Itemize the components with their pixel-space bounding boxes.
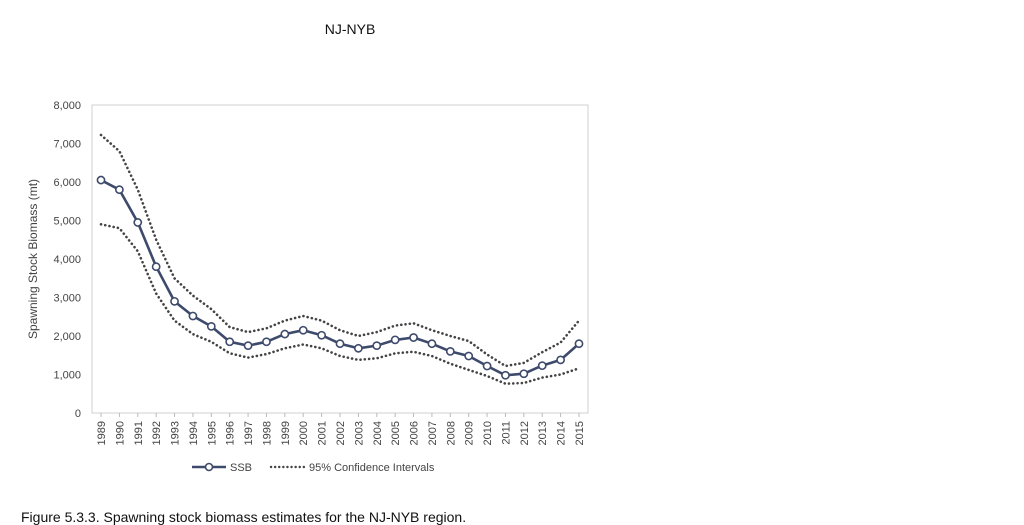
data-point-ssb	[519, 369, 529, 379]
x-tick-label: 2000	[298, 421, 310, 445]
y-tick-label: 0	[75, 408, 81, 420]
x-tick-label: 1993	[170, 421, 182, 445]
y-tick-label: 7,000	[53, 139, 81, 151]
data-point-ssb	[114, 185, 124, 195]
legend-ssb-label: SSB	[230, 462, 252, 474]
x-tick-label: 1997	[243, 421, 255, 445]
y-tick-label: 3,000	[53, 293, 81, 305]
x-tick-label: 1990	[114, 421, 126, 445]
data-point-ssb	[409, 333, 418, 342]
data-point-ssb	[445, 346, 455, 356]
x-tick-label: 2005	[390, 421, 402, 445]
series-layer	[96, 133, 584, 386]
data-point-ssb	[482, 361, 492, 371]
data-point-ssb	[133, 218, 143, 227]
data-point-ssb	[206, 321, 216, 331]
x-tick-label: 2007	[427, 421, 439, 445]
data-point-ssb	[298, 325, 308, 335]
y-axis-title: Spawning Stock Biomass (mt)	[26, 179, 40, 339]
data-point-ssb	[335, 339, 345, 349]
data-point-ssb	[574, 339, 584, 349]
x-tick-label: 2009	[464, 421, 476, 445]
x-tick-label: 1992	[151, 421, 163, 445]
data-point-ssb	[96, 175, 106, 185]
x-tick-label: 2012	[519, 421, 531, 445]
x-tick-label: 1995	[206, 421, 218, 445]
x-tick-label: 1998	[261, 421, 273, 445]
legend-ci-label: 95% Confidence Intervals	[309, 462, 435, 474]
data-point-ssb	[390, 335, 400, 345]
data-point-ssb	[501, 370, 510, 380]
data-point-ssb	[225, 337, 235, 347]
series-line-ci-upper	[99, 133, 581, 368]
x-axis-ticks: 1989 1990 1991 1992 1993 1994 1995 1996 1997 1998…	[96, 413, 586, 445]
legend: SSB 95% Confidence Intervals	[192, 462, 435, 474]
data-point-ssb	[151, 262, 161, 272]
x-tick-label: 2004	[372, 421, 384, 445]
x-tick-label: 2008	[445, 421, 457, 445]
x-tick-label: 2014	[556, 421, 568, 445]
x-tick-label: 1996	[225, 421, 237, 445]
data-point-ssb	[188, 311, 198, 321]
x-tick-label: 2002	[335, 421, 347, 445]
data-point-ssb	[464, 351, 474, 361]
data-point-ssb	[353, 343, 363, 353]
y-tick-label: 4,000	[53, 254, 81, 266]
x-tick-label: 2011	[500, 421, 512, 445]
series-line-ci-lower	[99, 223, 581, 386]
y-tick-label: 5,000	[53, 216, 81, 228]
x-tick-label: 2003	[353, 421, 365, 445]
data-point-ssb	[537, 361, 547, 371]
legend-ssb-marker	[204, 462, 214, 472]
x-tick-label: 1999	[280, 421, 292, 445]
y-tick-label: 2,000	[53, 331, 81, 343]
data-point-ssb	[427, 339, 437, 349]
x-tick-label: 1991	[133, 421, 145, 445]
y-axis-ticks: 0 1,000 2,000 3,000 4,000 5,000 6,000 7,000 8,00…	[53, 100, 81, 420]
x-tick-label: 1994	[188, 421, 200, 445]
chart-title: NJ-NYB	[324, 21, 376, 37]
x-tick-label: 2006	[409, 421, 421, 445]
y-tick-label: 6,000	[53, 177, 81, 189]
data-point-ssb	[317, 330, 327, 340]
data-point-ssb	[262, 337, 271, 347]
y-tick-label: 1,000	[53, 370, 81, 382]
x-tick-label: 2001	[317, 421, 329, 445]
x-tick-label: 1989	[96, 421, 108, 445]
figure-caption: Figure 5.3.3. Spawning stock biomass est…	[21, 509, 467, 525]
data-point-ssb	[372, 341, 382, 351]
x-tick-label: 2015	[574, 421, 586, 445]
data-point-ssb	[280, 329, 290, 339]
data-point-ssb	[243, 341, 253, 351]
x-tick-label: 2013	[537, 421, 549, 445]
y-tick-label: 8,000	[53, 100, 81, 112]
x-tick-label: 2010	[482, 421, 494, 445]
data-point-ssb	[170, 296, 179, 306]
data-point-ssb	[556, 355, 566, 365]
